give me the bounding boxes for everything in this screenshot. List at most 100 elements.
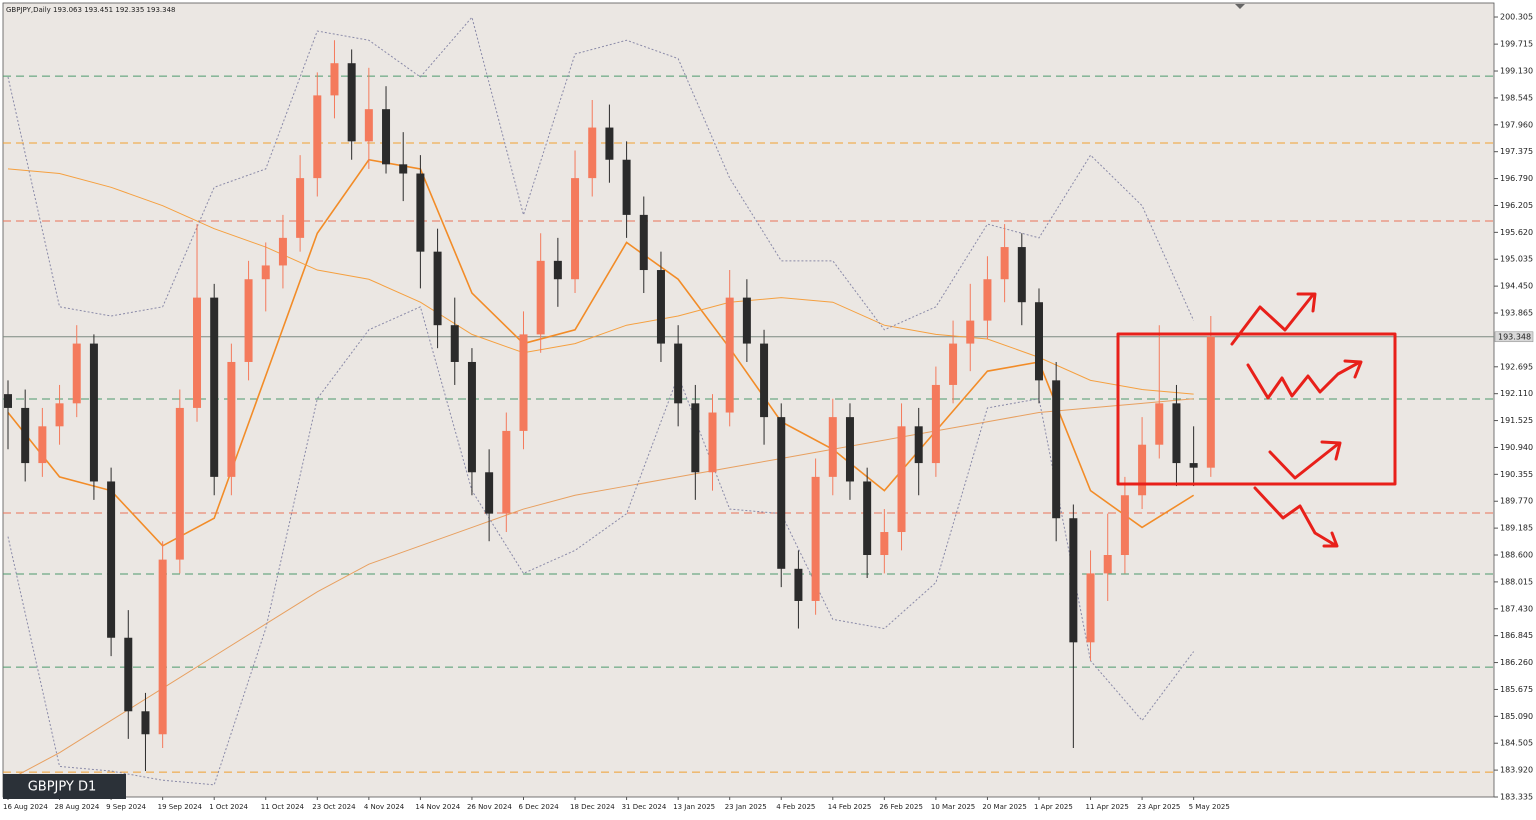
highlight-box (1116, 332, 1397, 486)
candle-body (605, 127, 614, 160)
x-tick-label: 1 Oct 2024 (209, 803, 248, 811)
candle-body (330, 63, 339, 96)
y-tick-label: 194.450 (1500, 282, 1533, 291)
candle-body (72, 343, 81, 404)
arrow-head (1320, 440, 1342, 461)
candle-body (21, 407, 30, 464)
candle-body (622, 159, 631, 215)
arrow-range (1246, 360, 1362, 400)
y-tick-label: 199.715 (1500, 40, 1533, 49)
candle-body (158, 559, 167, 735)
candle-body (502, 430, 511, 514)
indicator-line (7, 168, 1194, 395)
candle-body (708, 412, 717, 473)
x-tick-label: 19 Sep 2024 (158, 803, 203, 811)
indicator-line (7, 398, 1194, 781)
candle-body (399, 164, 408, 174)
y-tick-label: 188.015 (1500, 577, 1533, 586)
candle-body (38, 426, 47, 464)
arrow-head (1296, 292, 1317, 313)
candle-body (571, 178, 580, 280)
y-tick-label: 192.695 (1500, 362, 1533, 371)
shift-marker (1235, 4, 1245, 9)
candle-body (828, 417, 837, 477)
y-tick-label: 197.960 (1500, 120, 1533, 129)
candle-body (141, 711, 150, 735)
x-tick-label: 11 Apr 2025 (1086, 803, 1129, 811)
candle-body (519, 334, 528, 431)
symbol-badge (3, 774, 126, 799)
y-tick-label: 199.130 (1500, 67, 1533, 76)
x-tick-label: 14 Nov 2024 (415, 803, 460, 811)
y-tick-label: 185.675 (1500, 685, 1533, 694)
candle-body (1206, 336, 1215, 468)
y-tick-label: 196.205 (1500, 201, 1533, 210)
candle-body (1138, 444, 1147, 496)
indicator-line (7, 158, 1195, 547)
candle-body (656, 270, 665, 344)
y-tick-label: 191.525 (1500, 416, 1533, 425)
candle-body (1103, 555, 1112, 574)
y-tick-label: 188.600 (1500, 551, 1533, 560)
candle-body (794, 568, 803, 601)
indicator-line (7, 306, 1195, 786)
candle-body (1120, 495, 1129, 556)
y-tick-label: 200.305 (1500, 13, 1533, 22)
candle-body (416, 173, 425, 252)
candle-body (966, 320, 975, 344)
candle-body (742, 297, 751, 344)
x-tick-label: 20 Mar 2025 (982, 803, 1026, 811)
candle-body (536, 260, 545, 335)
candle-body (364, 109, 373, 142)
y-tick-label: 192.110 (1500, 389, 1533, 398)
candle-body (347, 63, 356, 142)
candle-body (124, 637, 133, 712)
x-tick-label: 16 Aug 2024 (3, 803, 48, 811)
candle-body (485, 472, 494, 514)
symbol-badge-text: GBPJPY D1 (28, 780, 97, 795)
candle-body (1017, 247, 1026, 303)
candle-body (382, 109, 391, 165)
arrow-dip (1268, 442, 1340, 480)
y-tick-label: 195.620 (1500, 228, 1533, 237)
candle-body (210, 297, 219, 477)
y-tick-label: 190.940 (1500, 443, 1533, 452)
candle-body (553, 260, 562, 280)
candle-body (450, 325, 459, 362)
y-tick-label: 186.845 (1500, 631, 1533, 640)
x-tick-label: 26 Nov 2024 (467, 803, 512, 811)
y-tick-label: 184.505 (1500, 739, 1533, 748)
y-tick-label: 186.260 (1500, 658, 1533, 667)
candle-body (588, 127, 597, 179)
y-tick-label: 185.090 (1500, 712, 1533, 721)
candle-body (261, 265, 270, 280)
plot-area (2, 2, 1495, 798)
x-tick-label: 23 Jan 2025 (725, 803, 767, 811)
candle-body (467, 361, 476, 473)
x-tick-label: 18 Dec 2024 (570, 803, 615, 811)
candle-body (313, 95, 322, 179)
x-tick-label: 1 Apr 2025 (1034, 803, 1073, 811)
candle-body (691, 403, 700, 473)
arrow-head (1322, 531, 1339, 548)
candle-body (639, 214, 648, 271)
candle-body (296, 178, 305, 238)
candle-body (1034, 302, 1043, 381)
y-tick-label: 198.545 (1500, 93, 1533, 102)
candle-body (1189, 463, 1198, 468)
candle-body (674, 343, 683, 404)
candle-body (1155, 403, 1164, 445)
candle-body (4, 394, 12, 408)
candle-body (175, 407, 184, 560)
y-tick-label: 189.770 (1500, 497, 1533, 506)
x-tick-label: 4 Feb 2025 (776, 803, 815, 811)
y-tick-label: 197.375 (1500, 147, 1533, 156)
x-tick-label: 23 Oct 2024 (312, 803, 356, 811)
x-tick-label: 4 Nov 2024 (364, 803, 405, 811)
candle-body (949, 343, 958, 385)
x-tick-label: 9 Sep 2024 (106, 803, 146, 811)
x-tick-label: 23 Apr 2025 (1137, 803, 1180, 811)
chart-header: GBPJPY,Daily 193.063 193.451 192.335 193… (6, 6, 175, 14)
candle-body (433, 251, 442, 326)
